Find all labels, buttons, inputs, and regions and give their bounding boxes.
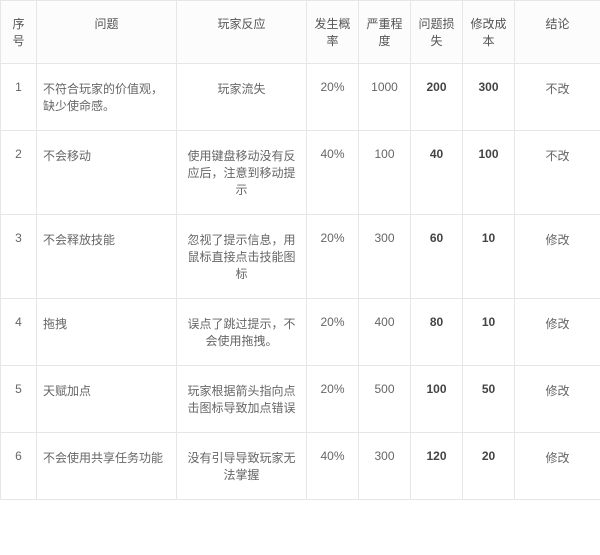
cell-prob: 天赋加点 <box>37 366 177 433</box>
cell-sev: 300 <box>359 215 411 299</box>
cell-rate: 40% <box>307 131 359 215</box>
cell-idx: 4 <box>1 299 37 366</box>
cell-cost: 300 <box>463 64 515 131</box>
col-header-conc: 结论 <box>515 1 600 64</box>
cell-sev: 100 <box>359 131 411 215</box>
cell-cost: 100 <box>463 131 515 215</box>
cell-cost: 50 <box>463 366 515 433</box>
cell-conc: 修改 <box>515 366 600 433</box>
cell-rate: 20% <box>307 64 359 131</box>
cell-rate: 40% <box>307 433 359 500</box>
table-row: 4拖拽误点了跳过提示，不会使用拖拽。20%4008010修改 <box>1 299 600 366</box>
cell-loss: 200 <box>411 64 463 131</box>
cell-idx: 2 <box>1 131 37 215</box>
cell-prob: 拖拽 <box>37 299 177 366</box>
table-row: 6不会使用共享任务功能没有引导导致玩家无法掌握40%30012020修改 <box>1 433 600 500</box>
table-header: 序号问题玩家反应发生概率严重程度问题损失修改成本结论 <box>1 1 600 64</box>
cell-react: 玩家根据箭头指向点击图标导致加点错误 <box>177 366 307 433</box>
cell-sev: 500 <box>359 366 411 433</box>
table-row: 2不会移动使用键盘移动没有反应后，注意到移动提示40%10040100不改 <box>1 131 600 215</box>
cell-react: 误点了跳过提示，不会使用拖拽。 <box>177 299 307 366</box>
cell-conc: 不改 <box>515 131 600 215</box>
cell-sev: 300 <box>359 433 411 500</box>
cell-conc: 修改 <box>515 433 600 500</box>
cell-idx: 5 <box>1 366 37 433</box>
cell-loss: 40 <box>411 131 463 215</box>
cell-idx: 1 <box>1 64 37 131</box>
col-header-sev: 严重程度 <box>359 1 411 64</box>
col-header-react: 玩家反应 <box>177 1 307 64</box>
cell-prob: 不符合玩家的价值观，缺少使命感。 <box>37 64 177 131</box>
cell-loss: 60 <box>411 215 463 299</box>
cell-prob: 不会使用共享任务功能 <box>37 433 177 500</box>
cell-prob: 不会释放技能 <box>37 215 177 299</box>
cell-rate: 20% <box>307 299 359 366</box>
cell-sev: 1000 <box>359 64 411 131</box>
cell-conc: 修改 <box>515 215 600 299</box>
cell-rate: 20% <box>307 215 359 299</box>
table-row: 3不会释放技能忽视了提示信息，用鼠标直接点击技能图标20%3006010修改 <box>1 215 600 299</box>
cell-rate: 20% <box>307 366 359 433</box>
col-header-rate: 发生概率 <box>307 1 359 64</box>
cell-sev: 400 <box>359 299 411 366</box>
col-header-prob: 问题 <box>37 1 177 64</box>
cell-conc: 不改 <box>515 64 600 131</box>
col-header-loss: 问题损失 <box>411 1 463 64</box>
table-row: 5天赋加点玩家根据箭头指向点击图标导致加点错误20%50010050修改 <box>1 366 600 433</box>
col-header-idx: 序号 <box>1 1 37 64</box>
table-row: 1不符合玩家的价值观，缺少使命感。玩家流失20%1000200300不改 <box>1 64 600 131</box>
cell-cost: 10 <box>463 299 515 366</box>
issue-table: 序号问题玩家反应发生概率严重程度问题损失修改成本结论 1不符合玩家的价值观，缺少… <box>0 0 600 500</box>
cell-react: 玩家流失 <box>177 64 307 131</box>
cell-cost: 20 <box>463 433 515 500</box>
col-header-cost: 修改成本 <box>463 1 515 64</box>
cell-idx: 6 <box>1 433 37 500</box>
cell-prob: 不会移动 <box>37 131 177 215</box>
cell-loss: 120 <box>411 433 463 500</box>
cell-loss: 80 <box>411 299 463 366</box>
cell-loss: 100 <box>411 366 463 433</box>
cell-conc: 修改 <box>515 299 600 366</box>
cell-react: 使用键盘移动没有反应后，注意到移动提示 <box>177 131 307 215</box>
cell-react: 忽视了提示信息，用鼠标直接点击技能图标 <box>177 215 307 299</box>
cell-idx: 3 <box>1 215 37 299</box>
cell-cost: 10 <box>463 215 515 299</box>
cell-react: 没有引导导致玩家无法掌握 <box>177 433 307 500</box>
table-body: 1不符合玩家的价值观，缺少使命感。玩家流失20%1000200300不改2不会移… <box>1 64 600 500</box>
